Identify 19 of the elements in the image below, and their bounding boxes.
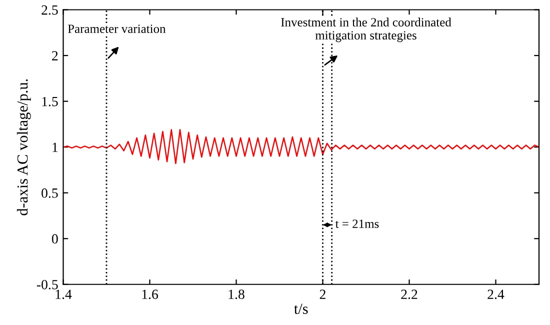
- y-tick-label: -0.5: [36, 280, 58, 290]
- y-tick-label: 2: [52, 51, 58, 60]
- x-tick-label: 1.6: [142, 290, 158, 300]
- y-tick-label: 1.5: [42, 96, 58, 106]
- line-series: [63, 129, 539, 164]
- x-tick-label: 2.4: [488, 290, 504, 300]
- x-tick-label: 2.2: [401, 290, 418, 300]
- y-axis-title: d-axis AC voltage/p.u.: [16, 79, 31, 216]
- y-tick-label: 2.5: [42, 5, 58, 15]
- annotation: Parameter variation: [68, 24, 166, 34]
- y-tick-label: 0.5: [42, 188, 58, 198]
- x-tick-label: 1.8: [228, 290, 244, 300]
- y-tick-label: 1: [52, 142, 58, 152]
- annotation: t = 21ms: [335, 220, 379, 228]
- x-tick-label: 2: [320, 290, 326, 299]
- x-tick-label: 1.4: [56, 290, 72, 300]
- y-tick-label: 0: [52, 234, 58, 244]
- annotation: Investment in the 2nd coordinated mitigation strategies: [281, 18, 452, 42]
- x-axis-title: t/s: [294, 304, 308, 314]
